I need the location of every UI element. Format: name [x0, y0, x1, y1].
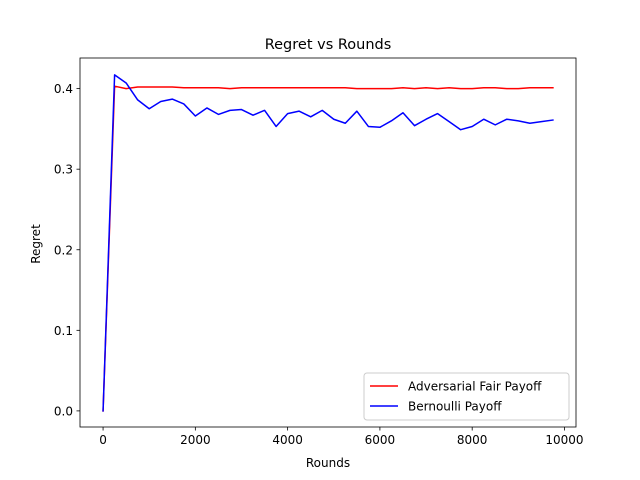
legend: Adversarial Fair Payoff Bernoulli Payoff — [363, 372, 570, 421]
series-line-2 — [102, 74, 554, 412]
legend-label-2: Bernoulli Payoff — [408, 400, 502, 414]
y-tick-label: 0.0 — [54, 404, 73, 418]
y-tick-label: 0.1 — [54, 324, 73, 338]
y-tick-label: 0.4 — [54, 82, 73, 96]
y-axis-label: Regret — [29, 224, 43, 264]
legend-label-1: Adversarial Fair Payoff — [408, 380, 542, 394]
x-tick-label: 2000 — [180, 433, 211, 447]
series-line-1 — [102, 85, 554, 412]
x-tick-label: 10000 — [545, 433, 583, 447]
plot-area: 0 2000 4000 6000 8000 10000 0.0 0.1 0.2 0.3 0.4 — [54, 57, 584, 447]
x-tick-label: 0 — [99, 433, 107, 447]
axes-frame — [79, 57, 577, 428]
x-tick-label: 8000 — [457, 433, 488, 447]
y-tick-label: 0.2 — [54, 243, 73, 257]
legend-box — [363, 372, 570, 421]
x-tick-label: 6000 — [365, 433, 396, 447]
x-axis-label: Rounds — [306, 456, 350, 470]
chart-title: Regret vs Rounds — [265, 37, 392, 53]
x-tick-label: 4000 — [272, 433, 303, 447]
y-tick-label: 0.3 — [54, 163, 73, 177]
